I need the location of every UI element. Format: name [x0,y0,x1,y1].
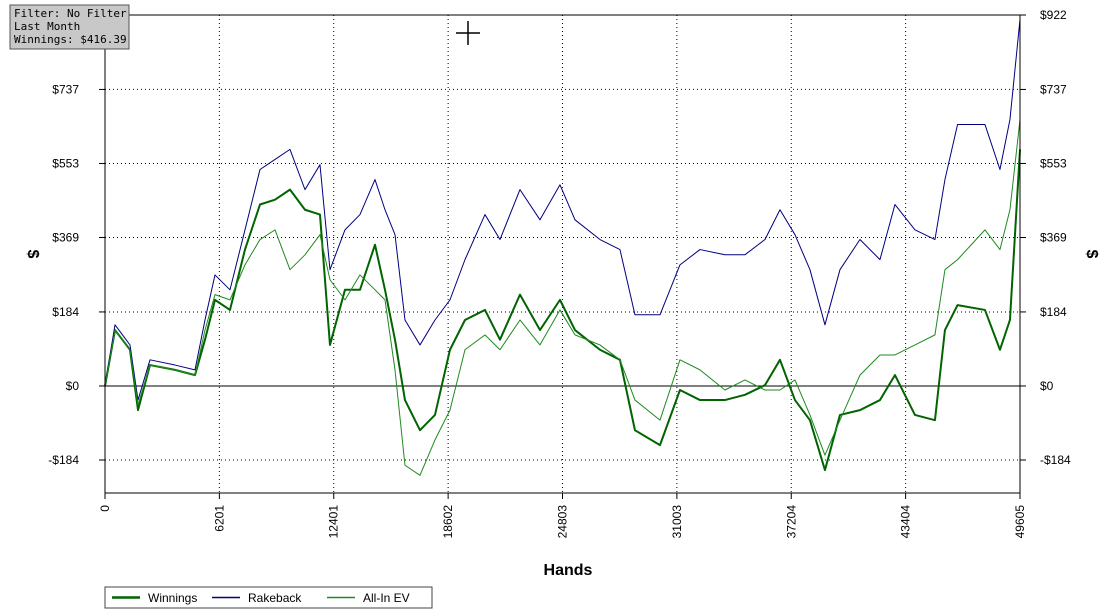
legend-frame [104,586,433,609]
y-tick-label: $369 [52,231,79,245]
y2-axis-label: $ [1083,250,1100,259]
cursor [456,21,480,45]
legend: Winnings Rakeback All-In EV [104,586,433,609]
y-tick-label: $184 [52,305,79,319]
lines [104,19,1021,476]
y-axis-label: $ [24,250,41,259]
legend-label: All-In EV [363,591,410,605]
x-axis-label: Hands [544,562,593,579]
y-tick-label: -$184 [48,453,79,467]
y2-tick-label: $922 [1040,8,1067,22]
x-tick-label: 12401 [327,505,341,539]
x-tick-label: 0 [98,505,112,512]
series-line [104,19,1021,401]
y-tick-label: $0 [66,379,80,393]
info-line: Winnings: $416.39 [14,33,127,46]
y2-tick-label: -$184 [1040,453,1071,467]
info-line: Filter: No Filter [14,7,127,20]
y2-tick-label: $369 [1040,231,1067,245]
x-tick-label: 31003 [670,505,684,539]
series-line [104,149,1021,472]
y2-tick-label: $737 [1040,82,1067,96]
x-tick-label: 24803 [556,505,570,539]
y2-tick-label: $553 [1040,156,1067,170]
y2-tick-label: $184 [1040,305,1067,319]
series-line [104,119,1021,476]
info-line: Last Month [14,20,80,33]
x-tick-label: 6201 [212,505,226,532]
y-tick-label: $553 [52,156,79,170]
info-box: Filter: No Filter Last Month Winnings: $… [9,4,130,50]
y2-tick-label: $0 [1040,379,1054,393]
x-tick-label: 18602 [441,505,455,539]
legend-label: Rakeback [248,591,302,605]
x-tick-label: 37204 [784,505,798,539]
x-tick-label: 49605 [1013,505,1027,539]
y-tick-label: $737 [52,82,79,96]
info-box-frame [9,4,130,50]
legend-label: Winnings [148,591,197,605]
x-tick-label: 43404 [899,505,913,539]
